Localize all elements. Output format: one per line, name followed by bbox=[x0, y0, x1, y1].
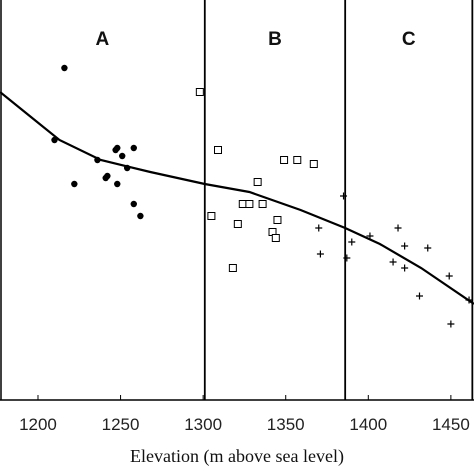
point bbox=[343, 254, 351, 262]
point bbox=[114, 180, 121, 188]
point bbox=[348, 238, 356, 246]
point bbox=[71, 180, 78, 188]
point bbox=[424, 244, 432, 252]
point bbox=[238, 200, 247, 208]
trend-curve bbox=[0, 91, 474, 305]
point bbox=[271, 234, 280, 242]
point bbox=[401, 264, 409, 272]
point bbox=[130, 200, 137, 208]
x-tick-label: 1250 bbox=[102, 415, 140, 434]
point bbox=[214, 146, 223, 154]
point bbox=[195, 88, 204, 96]
x-tick-label: 1300 bbox=[184, 415, 222, 434]
x-tick-label: 1350 bbox=[267, 415, 305, 434]
point bbox=[51, 136, 58, 144]
point bbox=[447, 320, 455, 328]
point bbox=[94, 156, 101, 164]
point bbox=[123, 164, 131, 172]
point bbox=[309, 160, 318, 168]
region-label: C bbox=[402, 29, 416, 50]
point bbox=[273, 216, 282, 224]
x-tick-label: 1400 bbox=[349, 415, 387, 434]
point bbox=[415, 292, 423, 300]
point bbox=[316, 250, 324, 258]
point bbox=[315, 224, 323, 232]
x-axis-label: Elevation (m above sea level) bbox=[130, 446, 344, 467]
region-label: A bbox=[96, 29, 110, 50]
point bbox=[207, 212, 216, 220]
point bbox=[130, 144, 137, 152]
point bbox=[340, 192, 348, 200]
point bbox=[61, 64, 68, 72]
point bbox=[258, 200, 267, 208]
point bbox=[114, 144, 121, 152]
point bbox=[228, 264, 237, 272]
point bbox=[253, 178, 262, 186]
point bbox=[137, 212, 144, 220]
x-tick-label: 1450 bbox=[432, 415, 470, 434]
point bbox=[366, 232, 374, 240]
point bbox=[394, 224, 402, 232]
point bbox=[119, 152, 126, 160]
point bbox=[465, 296, 473, 304]
point bbox=[280, 156, 289, 164]
region-label: B bbox=[268, 29, 282, 50]
point bbox=[389, 258, 397, 266]
point bbox=[245, 200, 254, 208]
point bbox=[293, 156, 302, 164]
point bbox=[104, 172, 111, 180]
point bbox=[401, 242, 409, 250]
point bbox=[233, 220, 242, 228]
x-tick-label: 1200 bbox=[19, 415, 57, 434]
point bbox=[445, 272, 453, 280]
